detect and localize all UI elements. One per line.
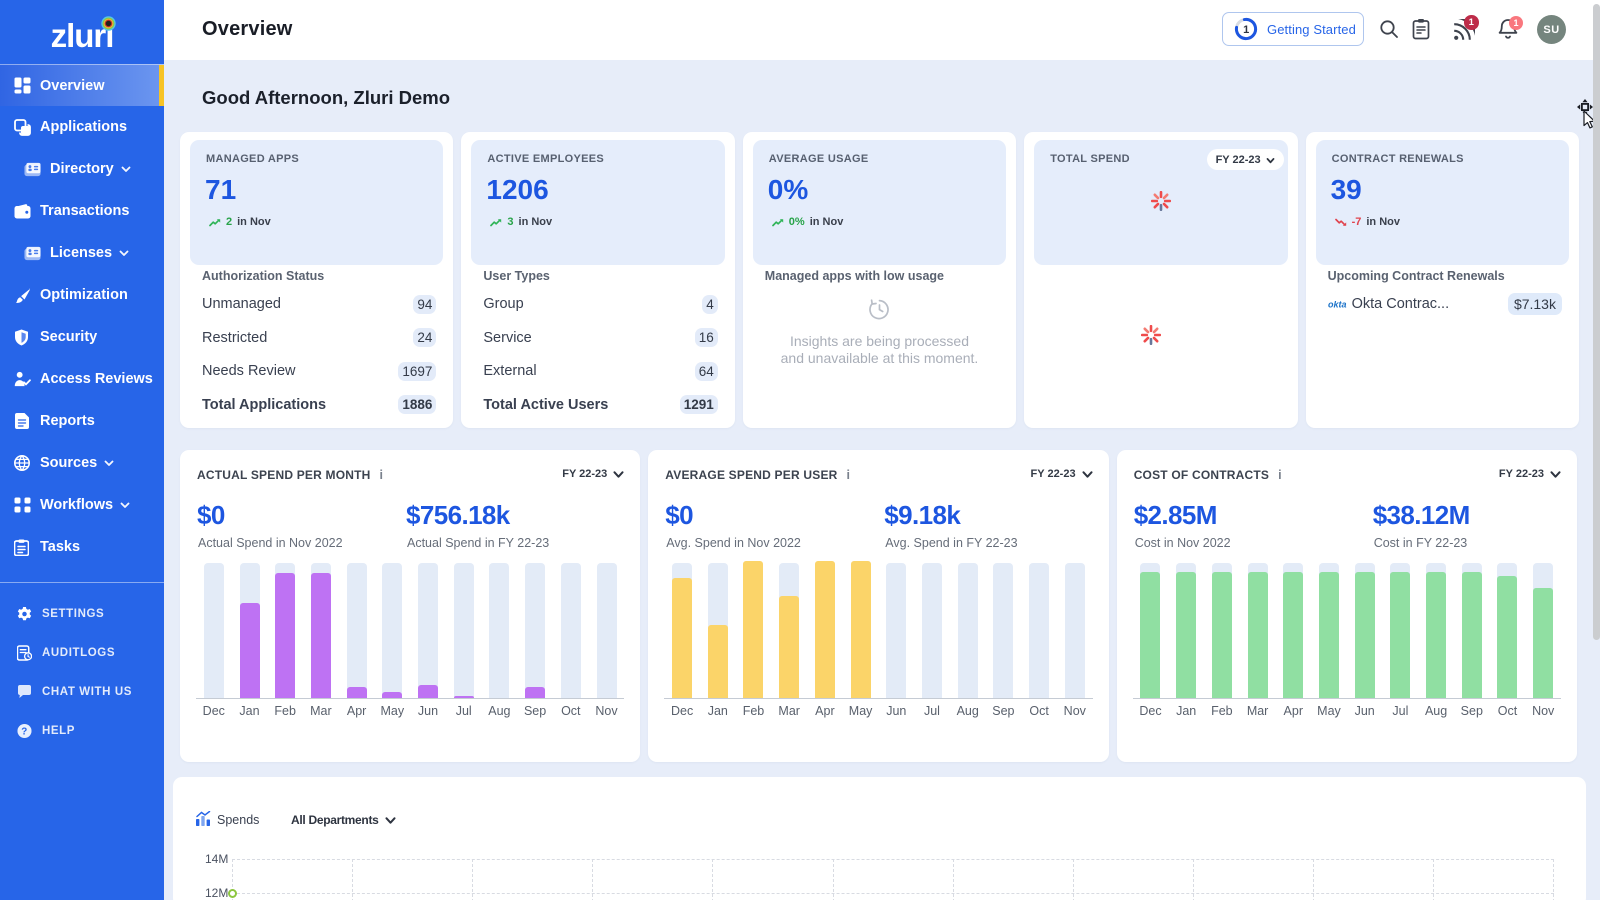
svg-text:okta: okta <box>1328 300 1347 310</box>
svg-text:?: ? <box>21 726 28 737</box>
svg-text:1: 1 <box>1243 24 1249 36</box>
